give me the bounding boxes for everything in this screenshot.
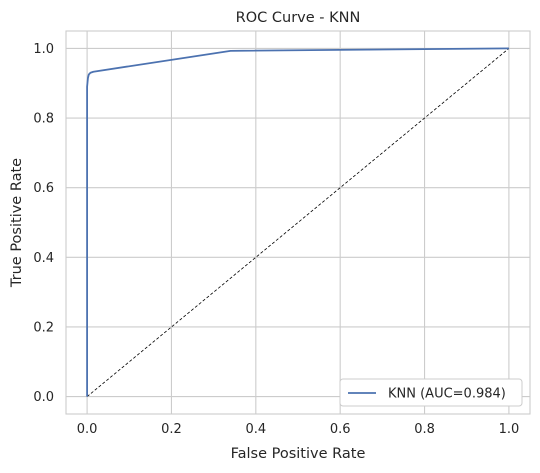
y-tick-label: 0.8 <box>33 112 54 127</box>
y-tick-label: 0.0 <box>33 390 54 405</box>
legend-label: KNN (AUC=0.984) <box>388 387 506 402</box>
y-tick-label: 0.4 <box>33 251 54 266</box>
y-tick-label: 0.6 <box>33 181 54 196</box>
legend: KNN (AUC=0.984) <box>339 378 523 407</box>
plot-frame <box>65 30 531 415</box>
chart-title: ROC Curve - KNN <box>236 10 361 26</box>
grid-lines <box>66 31 530 414</box>
y-tick-label: 1.0 <box>33 42 54 57</box>
x-tick-label: 0.8 <box>414 422 435 437</box>
y-tick-label: 0.2 <box>33 320 54 335</box>
roc-curve-line <box>86 47 509 397</box>
y-axis-label: True Positive Rate <box>9 158 25 288</box>
x-tick-label: 0.2 <box>161 422 182 437</box>
x-tick-label: 0.4 <box>245 422 266 437</box>
x-tick-label: 0.6 <box>330 422 351 437</box>
x-tick-label: 1.0 <box>499 422 520 437</box>
x-tick-label: 0.0 <box>77 422 98 437</box>
y-tick-labels: 0.0 0.2 0.4 0.6 0.8 1.0 <box>33 42 54 405</box>
chance-diagonal-line <box>86 48 510 397</box>
x-axis-label: False Positive Rate <box>231 446 366 462</box>
x-tick-labels: 0.0 0.2 0.4 0.6 0.8 1.0 <box>77 422 520 437</box>
series-layer <box>86 47 510 397</box>
legend-box <box>339 378 523 407</box>
